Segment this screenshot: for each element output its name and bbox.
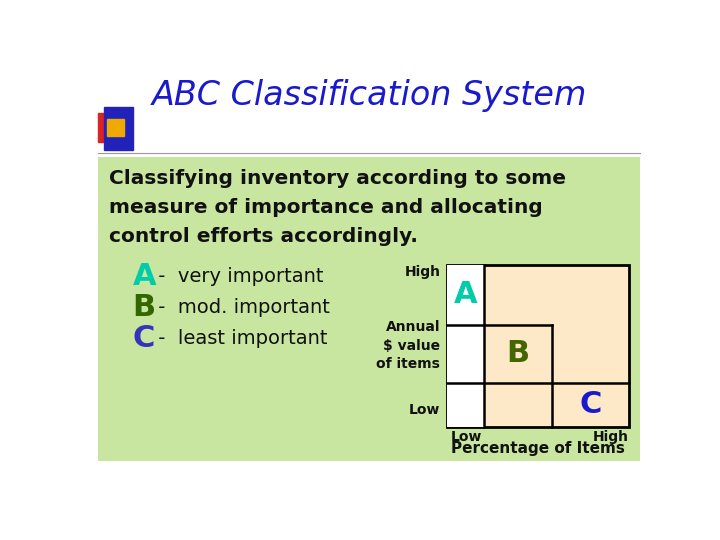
Text: measure of importance and allocating: measure of importance and allocating [109,198,543,217]
Bar [98,157,640,461]
Text: ABC Classification System: ABC Classification System [151,79,587,112]
Text: Percentage of Items: Percentage of Items [451,441,624,456]
Bar [98,112,125,142]
Text: -  very important: - very important [152,267,323,286]
Text: B: B [132,293,156,322]
Bar [107,119,124,136]
Text: Low: Low [451,430,482,444]
Text: A: A [132,262,156,291]
Text: Annual
$ value
of items: Annual $ value of items [377,320,441,372]
Text: Classifying inventory according to some: Classifying inventory according to some [109,168,567,188]
Bar [104,107,133,150]
Text: B: B [506,340,529,368]
Bar [446,265,484,427]
Text: A: A [454,280,477,309]
Text: High: High [405,265,441,279]
Text: C: C [579,390,602,420]
Text: -  mod. important: - mod. important [152,298,330,317]
Bar [446,265,629,427]
Text: -  least important: - least important [152,329,328,348]
Text: control efforts accordingly.: control efforts accordingly. [109,227,418,246]
Text: C: C [132,323,155,353]
Text: High: High [593,430,629,444]
Text: Low: Low [409,403,441,417]
